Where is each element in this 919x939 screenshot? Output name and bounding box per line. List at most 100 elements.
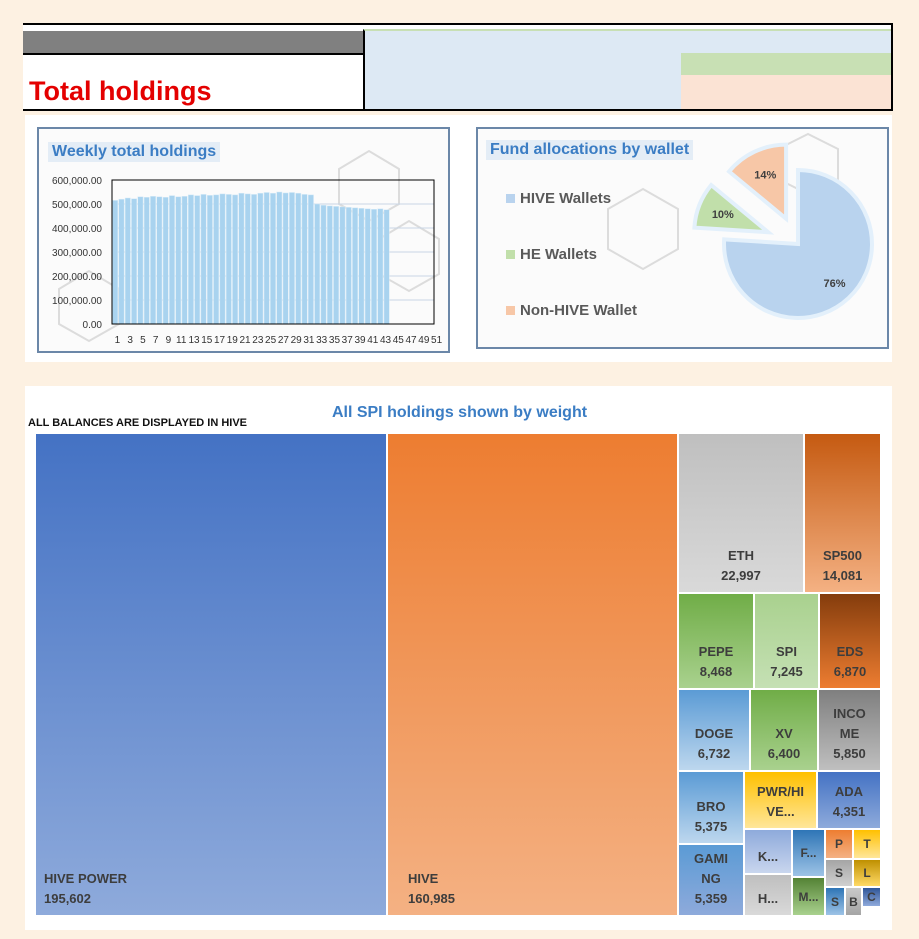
header-banner (23, 23, 893, 111)
weekly-x-tick-label: 41 (367, 335, 379, 346)
treemap-tile: T (853, 829, 881, 859)
weekly-bar (301, 194, 308, 325)
weekly-bar (188, 194, 194, 325)
balances-note: ALL BALANCES ARE DISPLAYED IN HIVE (28, 417, 248, 429)
weekly-x-tick-label: 27 (278, 335, 290, 346)
allocation-chart-card: 76% 10% 14% HIVE Wallets HE Wallets Non-HIVE… (476, 127, 889, 349)
treemap-tile: BRO 5,375 (678, 771, 744, 844)
weekly-x-tick-label: 21 (240, 335, 252, 346)
weekly-bar (181, 196, 188, 325)
weekly-bar (143, 197, 150, 325)
weekly-bar (352, 207, 358, 325)
treemap-tile-label: L (863, 866, 871, 880)
treemap-tile: P (825, 829, 853, 859)
treemap-tile: S (825, 887, 845, 916)
pie-slice (722, 167, 874, 320)
treemap-tile: C (862, 887, 881, 907)
weekly-bar (244, 193, 251, 325)
treemap-tile-label: SPI 7,245 (770, 644, 803, 679)
weekly-x-tick-label: 23 (252, 335, 264, 346)
allocation-chart-title: Fund allocations by wallet (486, 140, 694, 160)
pie-slice (692, 182, 775, 235)
pie-legend-swatch (506, 250, 515, 259)
treemap-tile-label: XV 6,400 (767, 726, 801, 761)
weekly-bar (364, 208, 371, 325)
weekly-bar (175, 196, 182, 325)
header-peach-band (681, 75, 891, 109)
weekly-x-tick-label: 11 (176, 335, 187, 346)
treemap-tile: DOGE 6,732 (678, 689, 750, 771)
weekly-x-tick-label: 49 (418, 335, 430, 346)
weekly-x-tick-label: 51 (431, 335, 443, 346)
weekly-bar (263, 192, 270, 325)
weekly-x-tick-label: 47 (406, 335, 418, 346)
weekly-bar (377, 208, 384, 325)
weekly-y-tick-label: 100,000.00 (52, 296, 102, 307)
weekly-bar (307, 194, 314, 325)
pie-slice (726, 142, 789, 223)
weekly-x-tick-label: 15 (201, 335, 213, 346)
weekly-x-tick-label: 37 (342, 335, 354, 346)
treemap-tile: M... (792, 877, 825, 916)
treemap-tile-label: H... (757, 891, 779, 906)
treemap-tile-label: T (863, 837, 871, 851)
weekly-y-tick-label: 200,000.00 (52, 272, 102, 283)
treemap-tile: XV 6,400 (750, 689, 818, 771)
weekly-bar (118, 198, 125, 325)
weekly-bar (251, 194, 257, 325)
weekly-x-tick-label: 45 (393, 335, 405, 346)
weekly-bar (326, 205, 333, 325)
treemap-tile-label: S (834, 866, 843, 880)
weekly-x-tick-label: 19 (227, 335, 239, 346)
weekly-bar (131, 198, 138, 325)
pie-legend-swatch (506, 194, 515, 203)
treemap-tile: H... (744, 874, 792, 916)
header-green-band (681, 53, 891, 75)
weekly-x-tick-label: 29 (291, 335, 303, 346)
treemap-tile: GAMI NG 5,359 (678, 844, 744, 916)
treemap-tile-label: HIVE POWER 195,602 (44, 871, 128, 906)
weekly-y-tick-label: 300,000.00 (52, 248, 102, 259)
weekly-bar (219, 193, 226, 325)
treemap-tile-label: ADA 4,351 (832, 784, 866, 819)
treemap-tile-label: GAMI NG 5,359 (694, 851, 728, 906)
pie-value-label: 10% (712, 209, 734, 221)
weekly-x-tick-label: 9 (166, 335, 172, 346)
weekly-bar (206, 195, 213, 325)
treemap-tile: ETH 22,997 (678, 433, 804, 593)
treemap-tile: S (825, 859, 853, 887)
weekly-plot-frame (111, 179, 435, 325)
weekly-x-tick-label: 35 (329, 335, 341, 346)
treemap-tile: SPI 7,245 (754, 593, 819, 689)
weekly-bar (112, 200, 119, 325)
treemap-tile-label: M... (798, 889, 819, 904)
weekly-x-tick-label: 7 (153, 335, 159, 346)
weekly-bar (333, 206, 340, 325)
weekly-x-tick-label: 43 (380, 335, 392, 346)
weekly-y-tick-label: 400,000.00 (52, 224, 102, 235)
weekly-bar (162, 197, 169, 325)
weekly-bar (295, 192, 302, 325)
treemap-tile-label: EDS 6,870 (833, 644, 867, 679)
weekly-bar (358, 208, 365, 325)
weekly-bar (383, 209, 390, 325)
treemap-tile-label: ETH 22,997 (721, 548, 761, 583)
weekly-bar (124, 197, 131, 325)
treemap-tile-label: SP500 14,081 (822, 548, 863, 583)
weekly-x-tick-label: 13 (188, 335, 200, 346)
treemap-title: All SPI holdings shown by weight (331, 404, 588, 421)
weekly-bar (238, 192, 245, 325)
pie-legend-label: Non-HIVE Wallet (520, 302, 637, 319)
weekly-bar (314, 203, 321, 325)
treemap-tile-label: PEPE 8,468 (698, 644, 734, 679)
weekly-bar (320, 204, 327, 325)
pie-legend-swatch (506, 306, 515, 315)
pie-value-label: 14% (754, 169, 776, 181)
treemap-tile-label: K... (757, 849, 779, 864)
weekly-bar (257, 192, 264, 325)
treemap-tile-label: B (849, 894, 858, 909)
header-gray-bar (23, 31, 363, 53)
weekly-x-tick-label: 3 (127, 335, 133, 346)
treemap-tile-label: DOGE 6,732 (694, 726, 734, 761)
weekly-bar (276, 191, 283, 325)
